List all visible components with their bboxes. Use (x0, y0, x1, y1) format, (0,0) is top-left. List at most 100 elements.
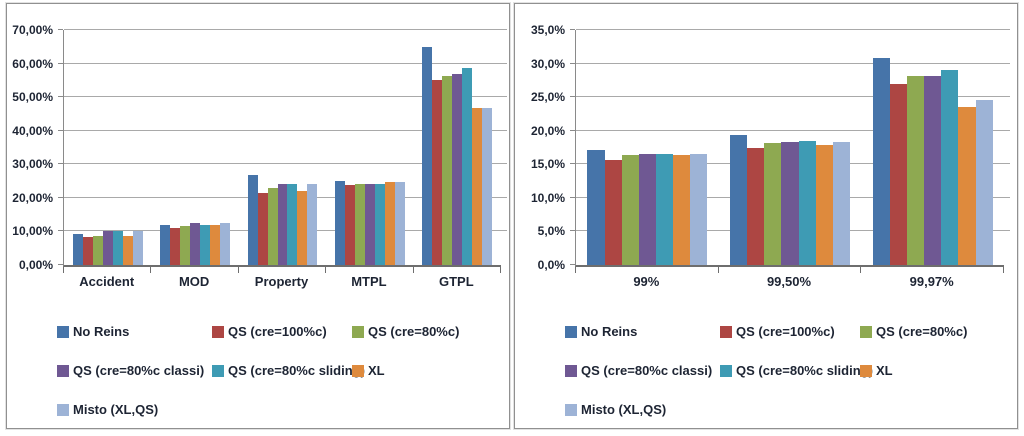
legend-item: Misto (XL,QS) (57, 402, 208, 417)
left-chart-panel: 0,00% 10,00% 20,00% 30,00% 40,00% 50,00% 60,00… (6, 3, 510, 429)
bar-xl (384, 182, 395, 265)
x-axis-tick (860, 267, 862, 273)
bar-qs-cre-80-c (92, 235, 103, 265)
y-tick-label: 20,00% (12, 190, 53, 205)
bar-misto-xl-qs (975, 99, 993, 265)
bar-no-reins (730, 135, 748, 265)
legend-item: QS (cre=80%c) (860, 324, 1007, 339)
legend-item: QS (cre=100%c) (212, 324, 348, 339)
bar-xl (210, 224, 221, 265)
legend-item: XL (352, 363, 499, 378)
bar-cluster (587, 30, 708, 265)
bar-misto-xl-qs (832, 142, 850, 265)
legend-swatch-qs-cre-80-c-sliding (212, 364, 224, 377)
right-chart-x-axis: 99% 99,50% 99,97% (575, 274, 1003, 289)
bar-qs-cre-100-c (432, 79, 443, 265)
legend-label: No Reins (581, 324, 638, 339)
bar-qs-cre-80-c-sliding (462, 68, 473, 265)
bar-cluster (72, 30, 143, 265)
legend-item: QS (cre=80%c sliding) (212, 363, 365, 378)
bar-groups (64, 30, 501, 265)
right-chart-legend: No Reins QS (cre=100%c) QS (cre=80%c) QS (c… (565, 324, 1007, 417)
gridline (576, 29, 1010, 30)
legend-label: QS (cre=80%c classi) (581, 363, 713, 378)
bar-cluster (730, 30, 850, 265)
legend-swatch-no-reins (565, 325, 577, 338)
left-chart-plot-area (58, 29, 507, 273)
legend-swatch-qs-cre-100-c (212, 325, 224, 338)
bar-no-reins (422, 46, 433, 265)
y-axis-tick (570, 96, 575, 98)
legend-swatch-xl (352, 364, 364, 377)
bar-no-reins (587, 149, 605, 265)
legend-item: QS (cre=80%c) (352, 324, 499, 339)
y-axis-tick (570, 29, 575, 30)
right-chart-y-axis: 0,0% 5,0% 10,0% 15,0% 20,0% 25,0% 30,0% 35,0% (515, 23, 569, 272)
bar-cluster (247, 30, 318, 265)
category-slot (719, 30, 862, 265)
legend-label: QS (cre=100%c) (228, 324, 327, 339)
y-tick-label: 30,0% (530, 56, 565, 71)
legend-swatch-misto-xl-qs (565, 403, 577, 416)
bar-xl (297, 191, 308, 265)
bar-qs-cre-80-c-sliding (374, 183, 385, 265)
bar-no-reins (160, 224, 171, 265)
bar-qs-cre-100-c (257, 192, 268, 265)
y-axis-tick (570, 62, 575, 64)
legend-label: Misto (XL,QS) (581, 402, 667, 417)
bar-qs-cre-80-c-classi (102, 231, 113, 265)
gridline (64, 62, 507, 64)
legend-item: QS (cre=80%c classi) (565, 363, 716, 378)
y-tick-label: 35,0% (530, 23, 565, 37)
bar-xl (122, 236, 133, 265)
y-tick-label: 40,00% (12, 123, 53, 138)
category-slot (576, 30, 719, 265)
gridline (576, 96, 1010, 98)
y-tick-label: 30,00% (12, 157, 53, 172)
y-tick-label: 50,00% (12, 90, 53, 105)
y-axis-tick (58, 129, 63, 131)
bar-qs-cre-100-c (747, 147, 765, 265)
bar-qs-cre-100-c (344, 185, 355, 265)
legend-item: QS (cre=100%c) (720, 324, 856, 339)
bar-qs-cre-100-c (889, 84, 907, 265)
bar-qs-cre-80-c (267, 188, 278, 265)
category-slot (239, 30, 326, 265)
bar-cluster (422, 30, 493, 265)
y-axis-tick (58, 29, 63, 30)
legend-label: QS (cre=80%c) (368, 324, 460, 339)
legend-swatch-no-reins (57, 325, 69, 338)
y-tick-label: 0,0% (537, 258, 565, 272)
category-slot (151, 30, 238, 265)
bar-qs-cre-100-c (82, 237, 93, 265)
x-axis-tick (500, 267, 501, 273)
bar-cluster (334, 30, 405, 265)
x-axis-tick (1003, 267, 1004, 273)
x-axis-tick (575, 267, 576, 273)
legend-label: XL (368, 363, 385, 378)
y-axis-tick (58, 96, 63, 98)
x-category-label: Property (254, 274, 309, 289)
legend-item: QS (cre=80%c sliding) (720, 363, 873, 378)
x-axis-tick (150, 267, 152, 273)
bar-misto-xl-qs (394, 182, 405, 265)
legend-label: Misto (XL,QS) (73, 402, 159, 417)
y-axis-tick (58, 264, 63, 265)
y-tick-label: 10,00% (12, 224, 53, 239)
bar-qs-cre-80-c (907, 75, 925, 265)
x-axis-tick (717, 267, 719, 273)
bar-qs-cre-80-c (442, 76, 453, 265)
x-category-label: MTPL (351, 274, 387, 289)
bar-misto-xl-qs (690, 153, 708, 265)
y-tick-label: 15,0% (530, 157, 565, 172)
left-chart-x-axis: Accident MOD Property MTPL GTPL (63, 274, 500, 289)
bar-xl (673, 154, 691, 265)
legend-swatch-qs-cre-100-c (720, 325, 732, 338)
legend-swatch-qs-cre-80-c-classi (565, 364, 577, 377)
bar-qs-cre-80-c-classi (190, 223, 201, 265)
x-category-label: GTPL (438, 274, 474, 289)
y-tick-label: 60,00% (12, 56, 53, 71)
bar-qs-cre-80-c-sliding (112, 231, 123, 265)
legend-swatch-qs-cre-80-c (352, 325, 364, 338)
y-tick-label: 70,00% (12, 23, 53, 37)
